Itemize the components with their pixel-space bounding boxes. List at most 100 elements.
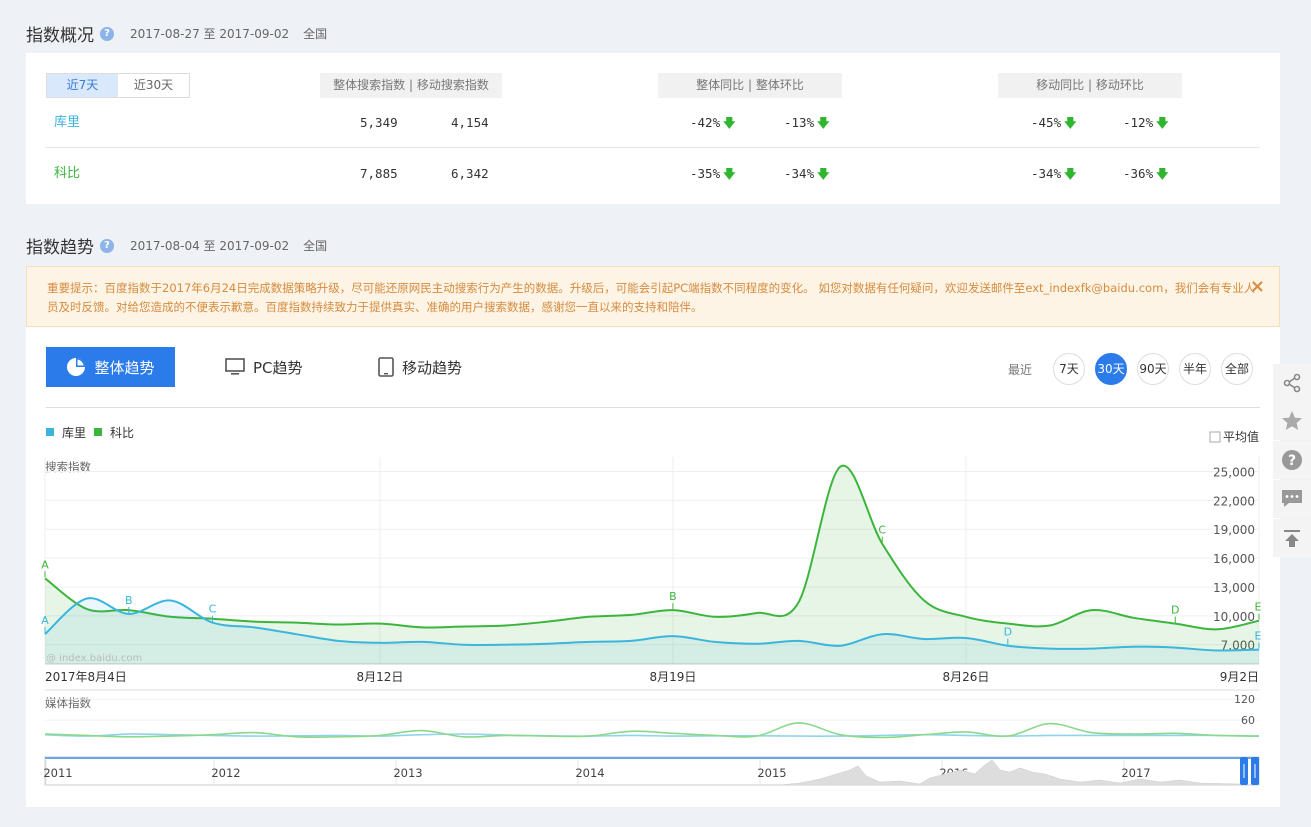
marker-label: A xyxy=(41,558,49,571)
marker-label: A xyxy=(41,614,49,627)
recent-label: 最近 xyxy=(1008,363,1033,377)
table-row: 库里 5,349 4,154 -42% 🡇 -13% 🡇 -45% 🡇 -12% 🡇 xyxy=(46,98,1260,148)
navigator-year-label: 2015 xyxy=(757,766,786,780)
pie-chart-icon xyxy=(67,358,86,376)
help-button[interactable]: ? xyxy=(1273,441,1311,479)
x-tick-label: 9月2日 xyxy=(1220,670,1259,684)
favorite-button[interactable] xyxy=(1273,402,1311,440)
share-button[interactable] xyxy=(1273,364,1311,402)
y-tick-label: 13,000 xyxy=(1213,581,1255,595)
svg-text:?: ? xyxy=(1288,453,1296,469)
mobile-index: 4,154 xyxy=(451,115,489,130)
notice-banner: 重要提示：百度指数于2017年6月24日完成数据策略升级，尽可能还原网民主动搜索… xyxy=(26,266,1280,327)
overall-index: 5,349 xyxy=(360,115,398,130)
overview-panel: 近7天 近30天 整体搜索指数 | 移动搜索指数 整体同比 | 整体环比 移动同… xyxy=(26,53,1280,204)
marker-label: C xyxy=(209,603,217,616)
navigator-year-label: 2011 xyxy=(43,766,72,780)
x-tick-label: 8月19日 xyxy=(649,670,696,684)
mode-overall-label: 整体趋势 xyxy=(94,358,155,377)
navigator-year-label: 2014 xyxy=(575,766,604,780)
y-tick-label: 16,000 xyxy=(1213,552,1255,566)
overview-region: 全国 xyxy=(303,27,328,41)
y-tick-label: 22,000 xyxy=(1213,494,1255,508)
notice-text: 重要提示：百度指数于2017年6月24日完成数据策略升级，尽可能还原网民主动搜索… xyxy=(47,281,1256,314)
range-7days[interactable]: 7天 xyxy=(1053,353,1085,385)
tablet-icon xyxy=(378,357,394,377)
keyword-name[interactable]: 科比 xyxy=(54,166,81,181)
y-axis-label: 搜索指数 xyxy=(45,460,91,474)
back-to-top-icon xyxy=(1284,530,1300,547)
overall-yoy: -42% xyxy=(690,115,721,130)
average-checkbox[interactable] xyxy=(1209,431,1221,443)
arrow-down-icon: 🡇 xyxy=(1064,167,1077,181)
overall-index: 7,885 xyxy=(360,166,398,181)
y-tick-label: 19,000 xyxy=(1213,523,1255,537)
navigator-history-area xyxy=(779,759,1241,786)
mode-pc-button[interactable]: PC趋势 xyxy=(225,347,303,387)
mode-mobile-label: 移动趋势 xyxy=(402,358,463,377)
x-tick-label: 2017年8月4日 xyxy=(45,670,127,684)
back-to-top-button[interactable] xyxy=(1273,519,1311,557)
marker-label: B xyxy=(669,590,677,603)
trend-date: 2017-08-04 至 2017-09-02 xyxy=(130,239,290,253)
arrow-down-icon: 🡇 xyxy=(723,167,736,181)
media-y-tick-label: 120 xyxy=(1234,693,1255,706)
arrow-down-icon: 🡇 xyxy=(1156,116,1169,130)
overall-mom: -34% xyxy=(784,166,815,181)
overall-mom: -13% xyxy=(784,115,815,130)
series-line-curry xyxy=(44,597,1260,652)
overview-title-bar: 指数概况 ? 2017-08-27 至 2017-09-02 全国 xyxy=(26,21,327,46)
mobile-mom: -12% xyxy=(1123,115,1154,130)
feedback-button[interactable] xyxy=(1273,480,1311,518)
arrow-down-icon: 🡇 xyxy=(1064,116,1077,130)
x-tick-label: 8月12日 xyxy=(356,670,403,684)
legend-swatch-curry xyxy=(46,428,54,436)
legend-swatch-kobe xyxy=(94,428,102,436)
marker-label: E xyxy=(1255,601,1262,614)
keyword-name[interactable]: 库里 xyxy=(54,115,81,130)
range-90days[interactable]: 90天 xyxy=(1137,353,1169,385)
help-icon[interactable]: ? xyxy=(100,238,114,253)
close-icon[interactable]: × xyxy=(1249,276,1265,297)
help-icon[interactable]: ? xyxy=(100,26,114,41)
star-icon xyxy=(1282,411,1302,430)
navigator-year-label: 2012 xyxy=(211,766,240,780)
legend-label-curry: 库里 xyxy=(62,425,86,440)
range-all[interactable]: 全部 xyxy=(1221,353,1253,385)
series-area-curry xyxy=(45,598,1259,664)
trend-title-bar: 指数趋势 ? 2017-08-04 至 2017-09-02 全国 xyxy=(26,233,327,258)
media-y-tick-label: 60 xyxy=(1241,714,1255,727)
period-tabs: 近7天 近30天 xyxy=(46,73,190,98)
header-mobile-change: 移动同比 | 移动环比 xyxy=(998,73,1182,98)
overall-yoy: -35% xyxy=(690,166,721,181)
media-y-axis-label: 媒体指数 xyxy=(45,696,91,710)
marker-label: D xyxy=(1004,626,1012,639)
arrow-down-icon: 🡇 xyxy=(1156,167,1169,181)
trend-region: 全国 xyxy=(303,239,328,253)
header-search-index: 整体搜索指数 | 移动搜索指数 xyxy=(320,73,502,98)
navigator-year-label: 2013 xyxy=(393,766,422,780)
watermark: @ index.baidu.com xyxy=(46,653,142,664)
series-line-kobe xyxy=(44,464,1260,631)
x-tick-label: 8月26日 xyxy=(943,670,990,684)
marker-label: E xyxy=(1255,630,1262,643)
mobile-yoy: -34% xyxy=(1031,166,1062,181)
navigator-year-label: 2017 xyxy=(1121,766,1150,780)
mode-overall-button[interactable]: 整体趋势 xyxy=(46,347,175,387)
monitor-icon xyxy=(225,358,245,375)
y-tick-label: 25,000 xyxy=(1213,465,1255,479)
marker-label: D xyxy=(1171,604,1179,617)
y-tick-label: 10,000 xyxy=(1213,610,1255,624)
mode-mobile-button[interactable]: 移动趋势 xyxy=(378,347,462,387)
range-30days[interactable]: 30天 xyxy=(1095,353,1127,385)
divider xyxy=(46,407,1260,408)
arrow-down-icon: 🡇 xyxy=(723,116,736,130)
range-half-year[interactable]: 半年 xyxy=(1179,353,1211,385)
marker-label: B xyxy=(125,594,133,607)
tab-30days[interactable]: 近30天 xyxy=(133,78,174,92)
trend-title: 指数趋势 xyxy=(26,238,94,258)
header-overall-change: 整体同比 | 整体环比 xyxy=(658,73,842,98)
comment-icon xyxy=(1282,490,1302,507)
tab-7days[interactable]: 近7天 xyxy=(47,74,118,97)
